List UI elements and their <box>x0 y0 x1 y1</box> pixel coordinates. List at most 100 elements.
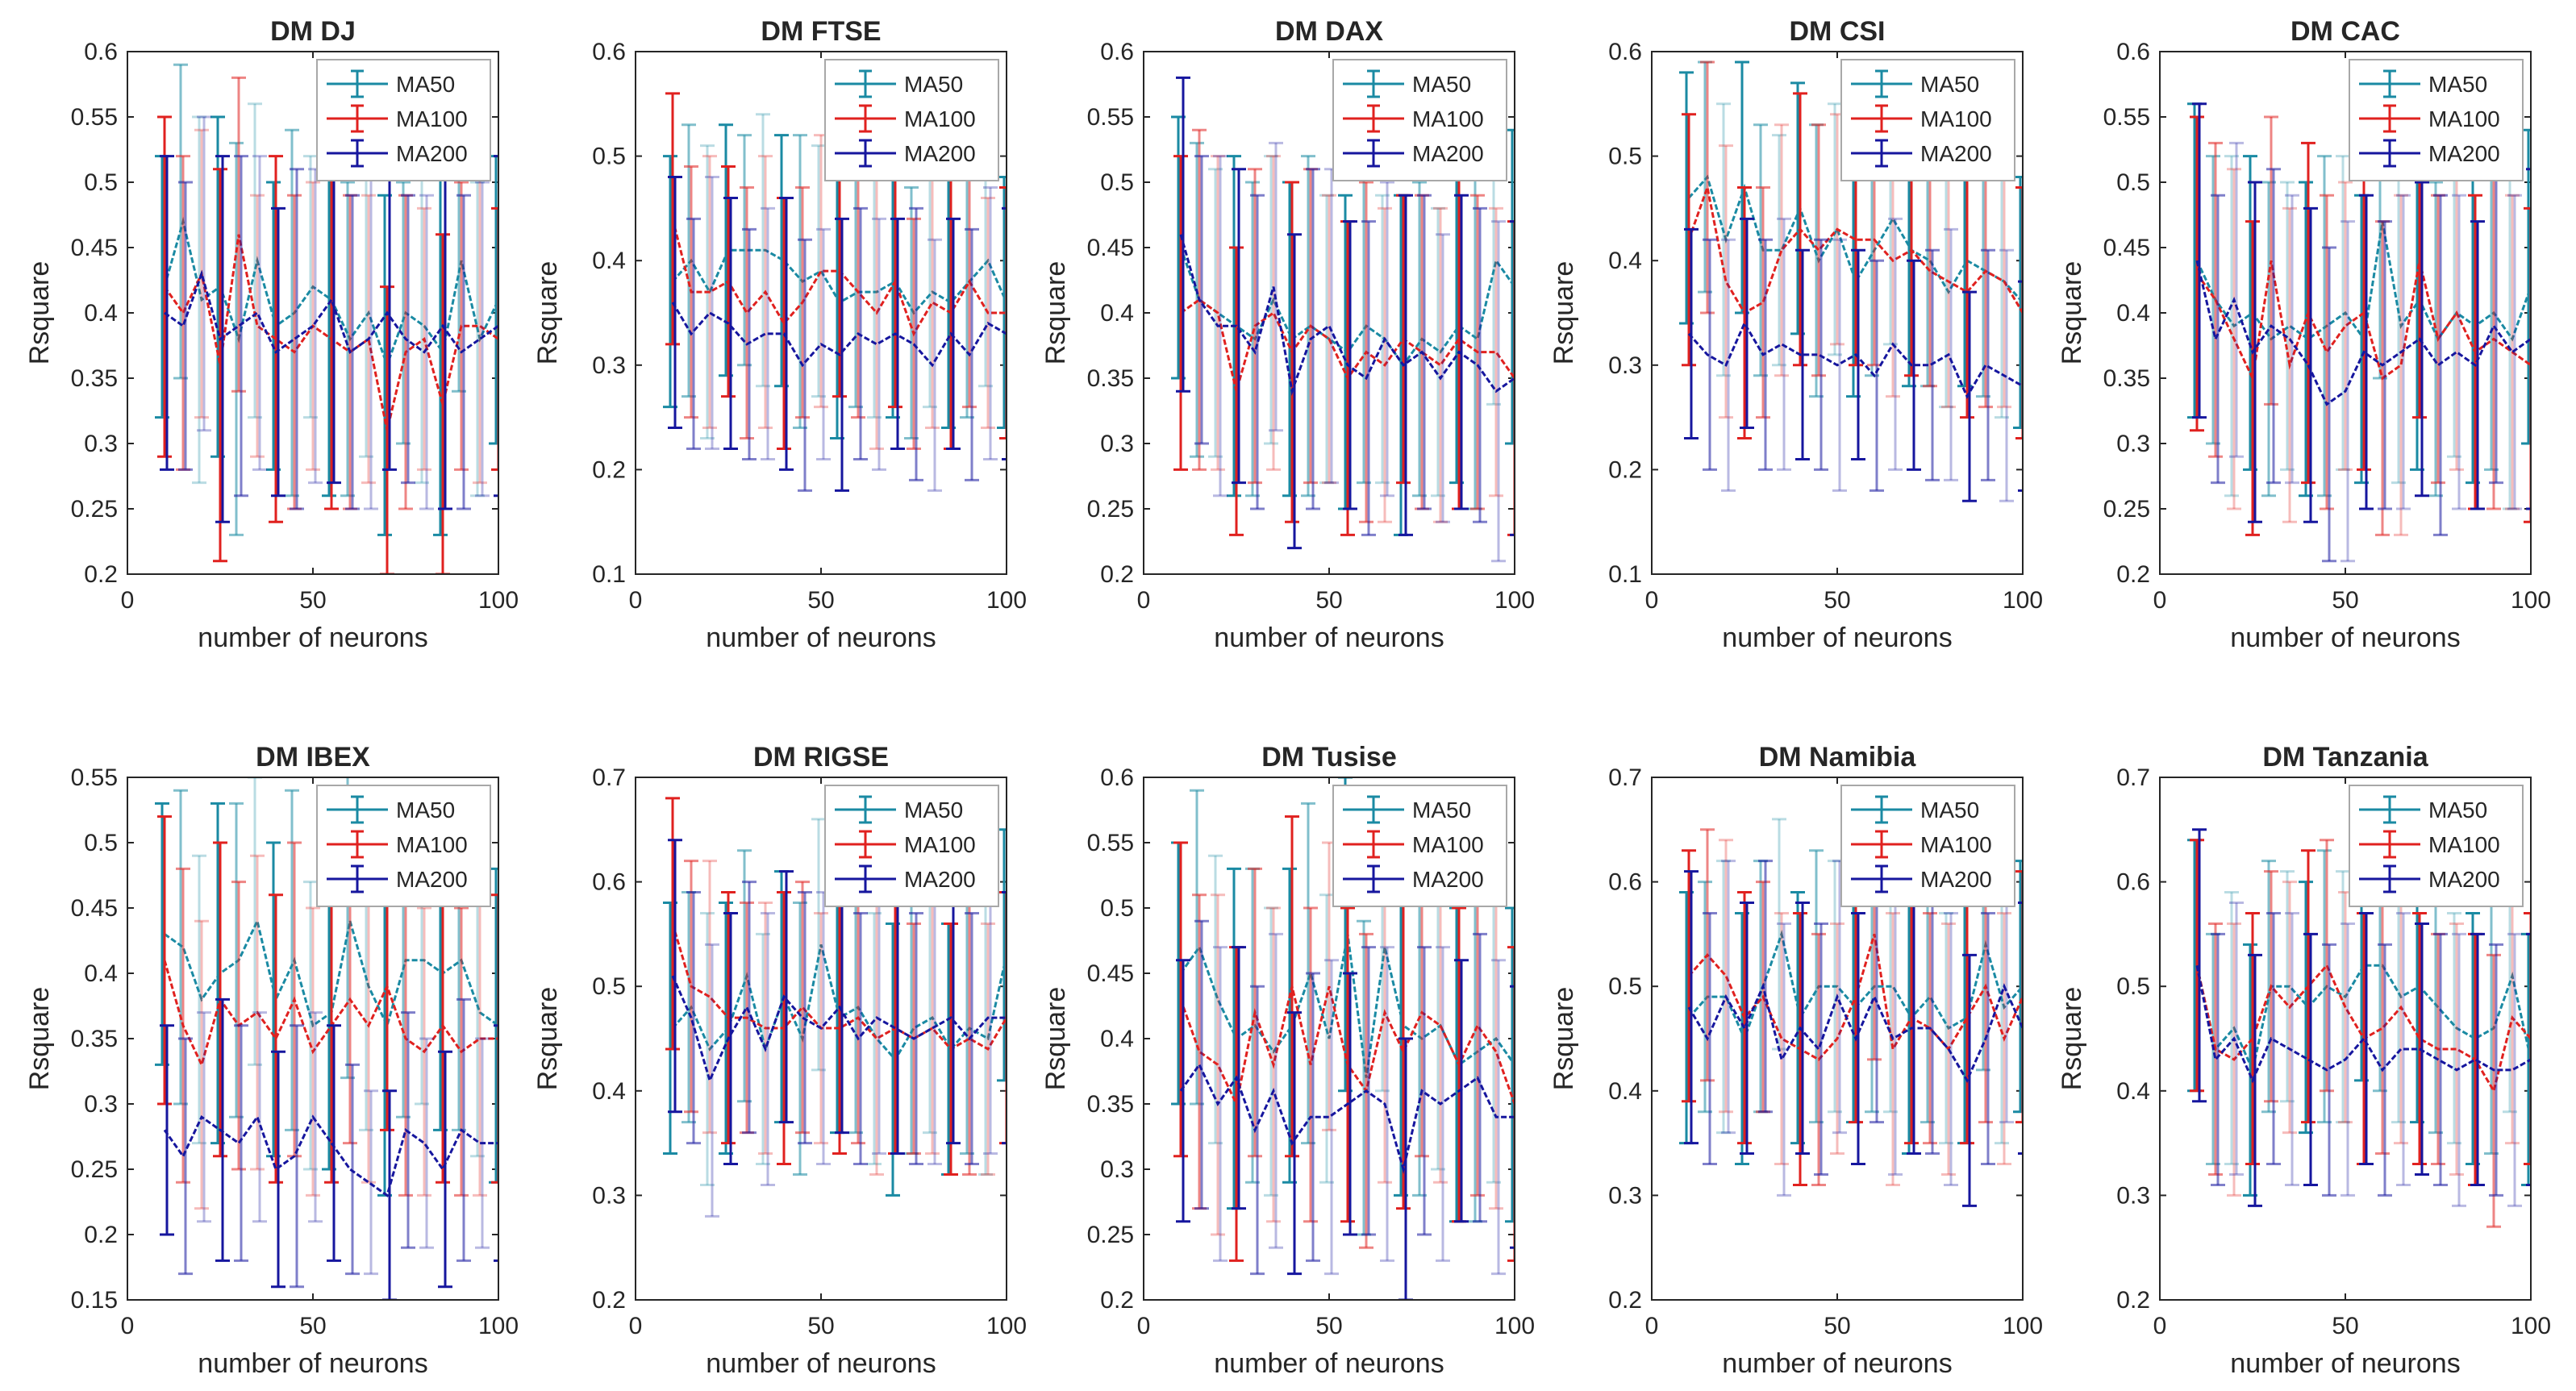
y-tick-label: 0.5 <box>1608 973 1642 1000</box>
series-ma200 <box>668 839 1007 1218</box>
y-tick-label: 0.3 <box>1608 352 1642 379</box>
axes-box <box>127 51 499 575</box>
y-axis-label: Rsquare <box>1040 261 1071 365</box>
x-tick-label: 100 <box>2003 587 2043 614</box>
legend-item-ma50: MA50 <box>1851 69 1979 98</box>
y-axis-label: Rsquare <box>2057 261 2087 365</box>
y-tick-label: 0.2 <box>592 1287 626 1314</box>
legend: MA50 MA100 MA200 <box>1332 785 1507 907</box>
y-tick-label: 0.5 <box>84 830 118 856</box>
y-tick-label: 0.6 <box>84 39 118 65</box>
legend-item-ma50: MA50 <box>835 795 963 824</box>
series-ma100 <box>1682 60 2023 440</box>
series-line-ma100 <box>1180 298 1515 397</box>
y-tick-label: 0.6 <box>1608 869 1642 896</box>
legend-label: MA50 <box>904 798 963 823</box>
legend-box <box>2349 785 2524 907</box>
x-axis-label: number of neurons <box>2230 623 2460 653</box>
x-axis-label: number of neurons <box>1214 623 1444 653</box>
legend-box <box>316 59 491 181</box>
legend-label: MA100 <box>2428 832 2500 857</box>
y-tick-label: 0.25 <box>2103 496 2150 523</box>
legend-label: MA100 <box>2428 106 2500 131</box>
series-line-ma100 <box>671 923 1007 1051</box>
y-tick-label: 0.6 <box>592 869 626 896</box>
y-tick-label: 0.35 <box>1087 1091 1134 1118</box>
y-tick-label: 0.5 <box>1100 895 1134 922</box>
legend-item-ma100: MA100 <box>2359 104 2500 133</box>
legend-item-ma100: MA100 <box>327 830 468 859</box>
legend-label: MA100 <box>904 106 976 131</box>
y-tick-label: 0.2 <box>84 1222 118 1248</box>
legend-label: MA200 <box>2428 141 2500 166</box>
chart-title: DM Tusise <box>1261 742 1397 773</box>
plot-area <box>1171 76 1515 563</box>
y-tick-label: 0.4 <box>592 1078 626 1105</box>
plot-area <box>155 63 498 574</box>
y-tick-label: 0.1 <box>592 561 626 588</box>
x-tick-label: 0 <box>1137 587 1151 614</box>
legend-item-ma100: MA100 <box>327 104 468 133</box>
series-ma200 <box>668 176 1007 492</box>
y-tick-label: 0.2 <box>1100 1287 1134 1314</box>
y-tick-label: 0.3 <box>84 431 118 457</box>
x-tick-label: 50 <box>1824 1313 1850 1339</box>
series-line-ma100 <box>1687 933 2023 1061</box>
legend-label: MA200 <box>904 867 976 892</box>
legend-label: MA200 <box>904 141 976 166</box>
y-tick-label: 0.3 <box>1100 431 1134 457</box>
legend-item-ma100: MA100 <box>1851 830 1992 859</box>
x-tick-label: 50 <box>2332 1313 2358 1339</box>
y-tick-label: 0.55 <box>2103 104 2150 131</box>
legend-item-ma100: MA100 <box>835 104 976 133</box>
y-tick-label: 0.4 <box>84 960 118 987</box>
x-tick-label: 100 <box>2511 1313 2551 1339</box>
y-tick-label: 0.6 <box>592 39 626 65</box>
y-axis-label: Rsquare <box>2057 987 2087 1091</box>
y-tick-label: 0.3 <box>1100 1156 1134 1183</box>
y-tick-label: 0.5 <box>2116 169 2150 196</box>
axes-box <box>1651 777 2024 1301</box>
legend-item-ma50: MA50 <box>327 795 455 824</box>
chart-panel-9: DM Namibia 0.2 0.3 0.4 0.5 0.6 0.7 0 50 100 number… <box>1549 742 2043 1379</box>
plot-area <box>2187 63 2531 563</box>
series-ma200 <box>160 115 498 523</box>
x-tick-label: 50 <box>1824 587 1850 614</box>
y-tick-label: 0.4 <box>592 248 626 274</box>
legend: MA50 MA100 MA200 <box>1840 785 2015 907</box>
legend-item-ma100: MA100 <box>2359 830 2500 859</box>
legend-item-ma50: MA50 <box>1343 795 1471 824</box>
x-tick-label: 100 <box>2003 1313 2043 1339</box>
y-tick-label: 0.55 <box>1087 830 1134 856</box>
y-tick-label: 0.3 <box>2116 1182 2150 1209</box>
series-ma50 <box>663 818 1007 1197</box>
y-tick-label: 0.6 <box>1100 764 1134 791</box>
series-ma50 <box>155 777 498 1197</box>
series-line-ma200 <box>163 1114 498 1197</box>
legend-box <box>2349 59 2524 181</box>
chart-title: DM CSI <box>1790 16 1886 47</box>
axes-box <box>635 51 1007 575</box>
x-axis-label: number of neurons <box>706 623 936 653</box>
y-tick-label: 0.2 <box>592 456 626 483</box>
series-ma200 <box>1684 849 2023 1207</box>
x-tick-label: 50 <box>2332 587 2358 614</box>
y-axis-label: Rsquare <box>24 987 55 1091</box>
legend-item-ma200: MA200 <box>1851 864 1992 893</box>
y-tick-label: 0.5 <box>592 144 626 170</box>
legend-label: MA100 <box>1920 832 1992 857</box>
chart-panel-6: DM IBEX 0.15 0.2 0.25 0.3 0.35 0.4 0.45 0.5 0.55 0… <box>24 742 519 1379</box>
legend-item-ma200: MA200 <box>2359 139 2500 168</box>
x-tick-label: 0 <box>1645 587 1659 614</box>
x-tick-label: 100 <box>1494 1313 1535 1339</box>
legend-label: MA50 <box>2428 72 2487 97</box>
x-tick-label: 100 <box>986 1313 1027 1339</box>
x-axis-label: number of neurons <box>1722 1348 1952 1379</box>
legend-label: MA200 <box>1920 867 1992 892</box>
y-tick-label: 0.5 <box>1100 169 1134 196</box>
x-tick-label: 0 <box>1137 1313 1151 1339</box>
legend-item-ma200: MA200 <box>327 864 468 893</box>
legend-item-ma100: MA100 <box>1851 104 1992 133</box>
legend-item-ma50: MA50 <box>1851 795 1979 824</box>
y-tick-label: 0.4 <box>84 300 118 327</box>
